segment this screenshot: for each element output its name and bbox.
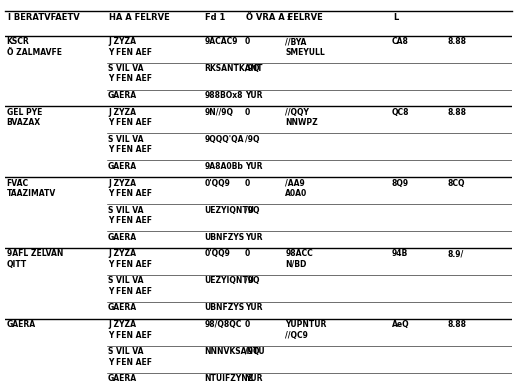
Text: 8.88: 8.88	[448, 108, 466, 117]
Text: Fd 1: Fd 1	[205, 13, 226, 22]
Text: UEZYIQNTU: UEZYIQNTU	[204, 276, 254, 285]
Text: GEL PYE
BVAZAX: GEL PYE BVAZAX	[7, 108, 42, 127]
Text: 8.88: 8.88	[448, 37, 466, 46]
Text: GAERA: GAERA	[7, 320, 36, 329]
Text: 0: 0	[245, 179, 250, 188]
Text: FVȦC
TȦAZIMATV: FVȦC TȦAZIMATV	[7, 179, 56, 198]
Text: 94B: 94B	[392, 249, 408, 258]
Text: YUPNTUR
//QC9: YUPNTUR //QC9	[285, 320, 327, 340]
Text: 8Q9: 8Q9	[392, 179, 409, 188]
Text: YUR: YUR	[245, 162, 262, 171]
Text: J ZYZA
Y FEN AEF: J ZYZA Y FEN AEF	[108, 320, 152, 340]
Text: S VIL VA
Y FEN AEF: S VIL VA Y FEN AEF	[108, 135, 152, 154]
Text: /9Q: /9Q	[245, 64, 260, 73]
Text: UBNFZYS: UBNFZYS	[204, 303, 245, 312]
Text: GAERA: GAERA	[108, 303, 137, 312]
Text: 0: 0	[245, 320, 250, 329]
Text: J ZYZA
Y FEN AEF: J ZYZA Y FEN AEF	[108, 108, 152, 127]
Text: L: L	[393, 13, 398, 22]
Text: 98/Q8QC: 98/Q8QC	[204, 320, 241, 329]
Text: 988BOx8: 988BOx8	[204, 91, 243, 100]
Text: /9Q: /9Q	[245, 135, 260, 144]
Text: 0: 0	[245, 37, 250, 46]
Text: RKSANTKANT: RKSANTKANT	[204, 64, 263, 73]
Text: 8.9/: 8.9/	[448, 249, 464, 258]
Text: S VIL VA
Y FEN AEF: S VIL VA Y FEN AEF	[108, 206, 152, 225]
Text: J ZYZA
Y FEN AEF: J ZYZA Y FEN AEF	[108, 249, 152, 269]
Text: J ZYZA
Y FEN AEF: J ZYZA Y FEN AEF	[108, 179, 152, 198]
Text: 98ACC
N/BD: 98ACC N/BD	[285, 249, 313, 269]
Text: /9Q: /9Q	[245, 206, 260, 215]
Text: /9Q: /9Q	[245, 347, 260, 356]
Text: I BERATVFAETV: I BERATVFAETV	[8, 13, 80, 22]
Text: AeQ: AeQ	[392, 320, 409, 329]
Text: HA A FELRVE: HA A FELRVE	[109, 13, 170, 22]
Text: /AA9
A0A0: /AA9 A0A0	[285, 179, 308, 198]
Text: GAERA: GAERA	[108, 374, 137, 382]
Text: 9A8A0Bb: 9A8A0Bb	[204, 162, 243, 171]
Text: GAERA: GAERA	[108, 91, 137, 100]
Text: 9N//9Q: 9N//9Q	[204, 108, 233, 117]
Text: 9QQQ'QA: 9QQQ'QA	[204, 135, 244, 144]
Text: YUR: YUR	[245, 91, 262, 100]
Text: S VIL VA
Y FEN AEF: S VIL VA Y FEN AEF	[108, 64, 152, 84]
Text: GAERA: GAERA	[108, 233, 137, 241]
Text: £: £	[286, 13, 292, 22]
Text: YUR: YUR	[245, 233, 262, 241]
Text: J ZYZA
Y FEN AEF: J ZYZA Y FEN AEF	[108, 37, 152, 57]
Text: QC8: QC8	[392, 108, 409, 117]
Text: CA8: CA8	[392, 37, 408, 46]
Text: /9Q: /9Q	[245, 276, 260, 285]
Text: UBNFZYS: UBNFZYS	[204, 233, 245, 241]
Text: Ö VRA A FELRVE: Ö VRA A FELRVE	[246, 13, 323, 22]
Text: S VIL VA
Y FEN AEF: S VIL VA Y FEN AEF	[108, 276, 152, 296]
Text: 0'QQ9: 0'QQ9	[204, 249, 230, 258]
Text: //QQY
NNWPZ: //QQY NNWPZ	[285, 108, 318, 127]
Text: YUR: YUR	[245, 374, 262, 382]
Text: 8CQ: 8CQ	[448, 179, 465, 188]
Text: YUR: YUR	[245, 303, 262, 312]
Text: 0: 0	[245, 108, 250, 117]
Text: NTUIFZYNZ: NTUIFZYNZ	[204, 374, 254, 382]
Text: 9ACAC9: 9ACAC9	[204, 37, 238, 46]
Text: //BYA
SMEYULL: //BYA SMEYULL	[285, 37, 325, 57]
Text: 9AFL ZELVAN
QITT: 9AFL ZELVAN QITT	[7, 249, 63, 269]
Text: 0: 0	[245, 249, 250, 258]
Text: 8.88: 8.88	[448, 320, 466, 329]
Text: 0'QQ9: 0'QQ9	[204, 179, 230, 188]
Text: UEZYIQNTU: UEZYIQNTU	[204, 206, 254, 215]
Text: S VIL VA
Y FEN AEF: S VIL VA Y FEN AEF	[108, 347, 152, 366]
Text: GAERA: GAERA	[108, 162, 137, 171]
Text: NNNVKSANTU: NNNVKSANTU	[204, 347, 265, 356]
Text: KSCR
Ö ZALMAVFE: KSCR Ö ZALMAVFE	[7, 37, 62, 57]
